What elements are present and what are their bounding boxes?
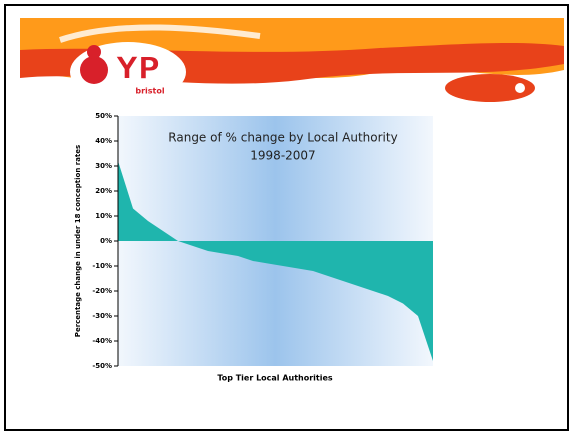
header-banner: YP bristol <box>20 18 564 102</box>
y-tick-label: 10% <box>95 212 112 220</box>
y-tick-label: -40% <box>92 337 112 345</box>
y-tick-label: -50% <box>92 362 112 370</box>
y-tick-label: 0% <box>100 237 112 245</box>
y-tick-label: -30% <box>92 312 112 320</box>
x-axis-label: Top Tier Local Authorities <box>217 374 333 383</box>
y-tick-label: -20% <box>92 287 112 295</box>
chart-subtitle: 1998-2007 <box>250 149 315 163</box>
y-tick-label: 30% <box>95 162 112 170</box>
chart-title: Range of % change by Local Authority <box>168 131 397 145</box>
area <box>118 161 433 361</box>
y-tick-label: -10% <box>92 262 112 270</box>
y-tick-label: 20% <box>95 187 112 195</box>
logo-text: YP <box>115 52 160 87</box>
y-tick-label: 50% <box>95 112 112 120</box>
logo-sub: bristol <box>135 87 164 96</box>
y-tick-label: 40% <box>95 137 112 145</box>
y-axis-label: Percentage change in under 18 conception… <box>74 145 82 337</box>
